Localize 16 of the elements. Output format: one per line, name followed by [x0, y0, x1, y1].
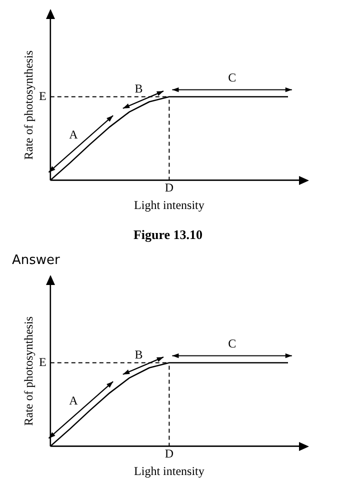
y-axis-title: Rate of photosynthesis: [21, 316, 36, 426]
ref-line-label: E: [39, 354, 46, 369]
y-axis-title: Rate of photosynthesis: [21, 50, 36, 160]
text: D: [164, 446, 174, 460]
x-axis-title: Light intensity: [134, 464, 204, 478]
ref-line-label: E: [39, 88, 46, 103]
x-axis-title: Light intensity: [134, 198, 204, 212]
text: C: [228, 70, 236, 85]
text: D: [164, 180, 174, 194]
annotation: A: [69, 128, 78, 142]
caption: Figure 13.10: [132, 227, 204, 243]
text: B: [134, 82, 143, 96]
chart-title: Answer: [12, 253, 61, 268]
annotation: A: [69, 394, 78, 408]
text: C: [228, 336, 236, 351]
text: B: [134, 348, 143, 362]
